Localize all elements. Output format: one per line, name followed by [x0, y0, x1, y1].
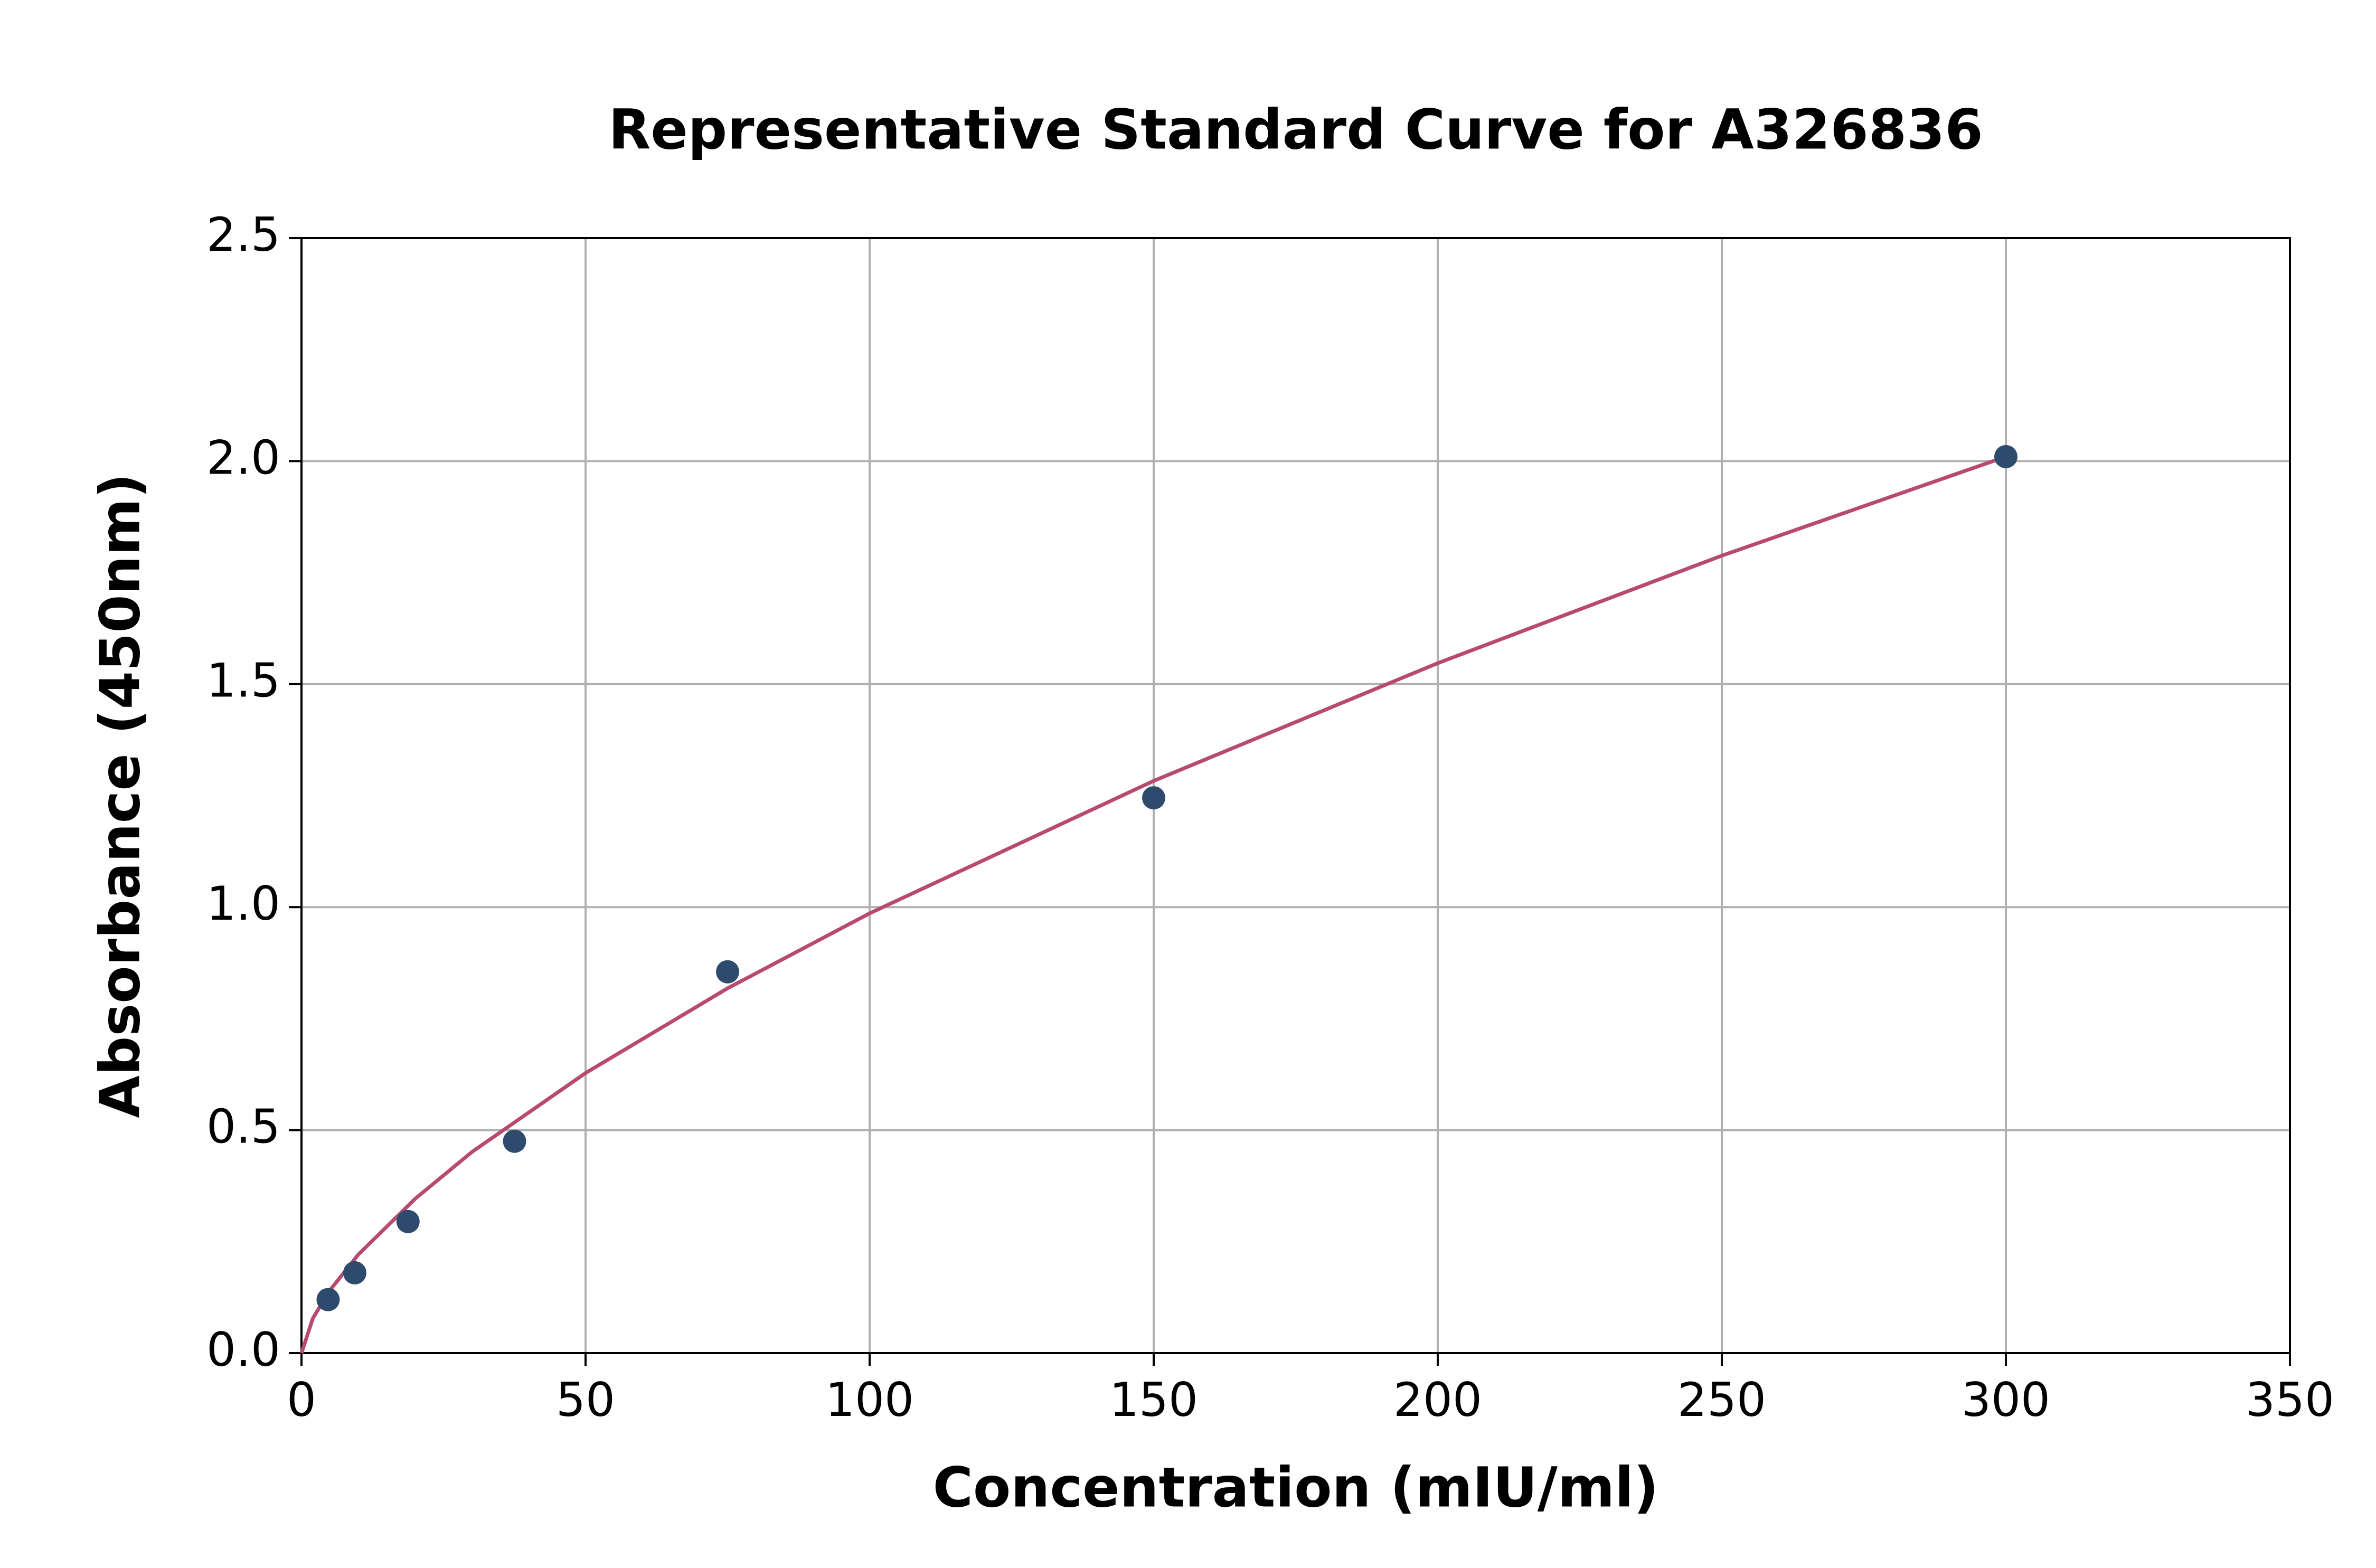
x-tick-label: 200: [1393, 1373, 1482, 1427]
data-point: [1994, 445, 2017, 468]
x-tick-label: 50: [556, 1373, 615, 1427]
data-point: [503, 1129, 526, 1153]
x-tick-label: 0: [287, 1373, 316, 1427]
y-tick-label: 1.5: [206, 654, 280, 708]
x-tick-label: 350: [2246, 1373, 2334, 1427]
data-point: [316, 1288, 340, 1311]
x-axis-label: Concentration (mIU/ml): [933, 1455, 1659, 1519]
x-tick-label: 100: [825, 1373, 914, 1427]
y-tick-label: 1.0: [206, 876, 280, 931]
data-point: [716, 960, 739, 984]
y-tick-label: 2.0: [206, 430, 280, 485]
y-tick-label: 0.0: [206, 1323, 280, 1377]
y-tick-label: 0.5: [206, 1100, 280, 1154]
chart-title: Representative Standard Curve for A32683…: [608, 97, 1983, 162]
x-tick-label: 250: [1677, 1373, 1766, 1427]
plot-frame: [300, 237, 2291, 1354]
x-tick-label: 150: [1109, 1373, 1198, 1427]
y-tick-label: 2.5: [206, 207, 280, 262]
data-point: [343, 1261, 366, 1284]
x-tick-label: 300: [1962, 1373, 2050, 1427]
data-point: [396, 1210, 420, 1233]
data-point: [1142, 786, 1165, 810]
y-axis-label: Absorbance (450nm): [88, 473, 152, 1118]
